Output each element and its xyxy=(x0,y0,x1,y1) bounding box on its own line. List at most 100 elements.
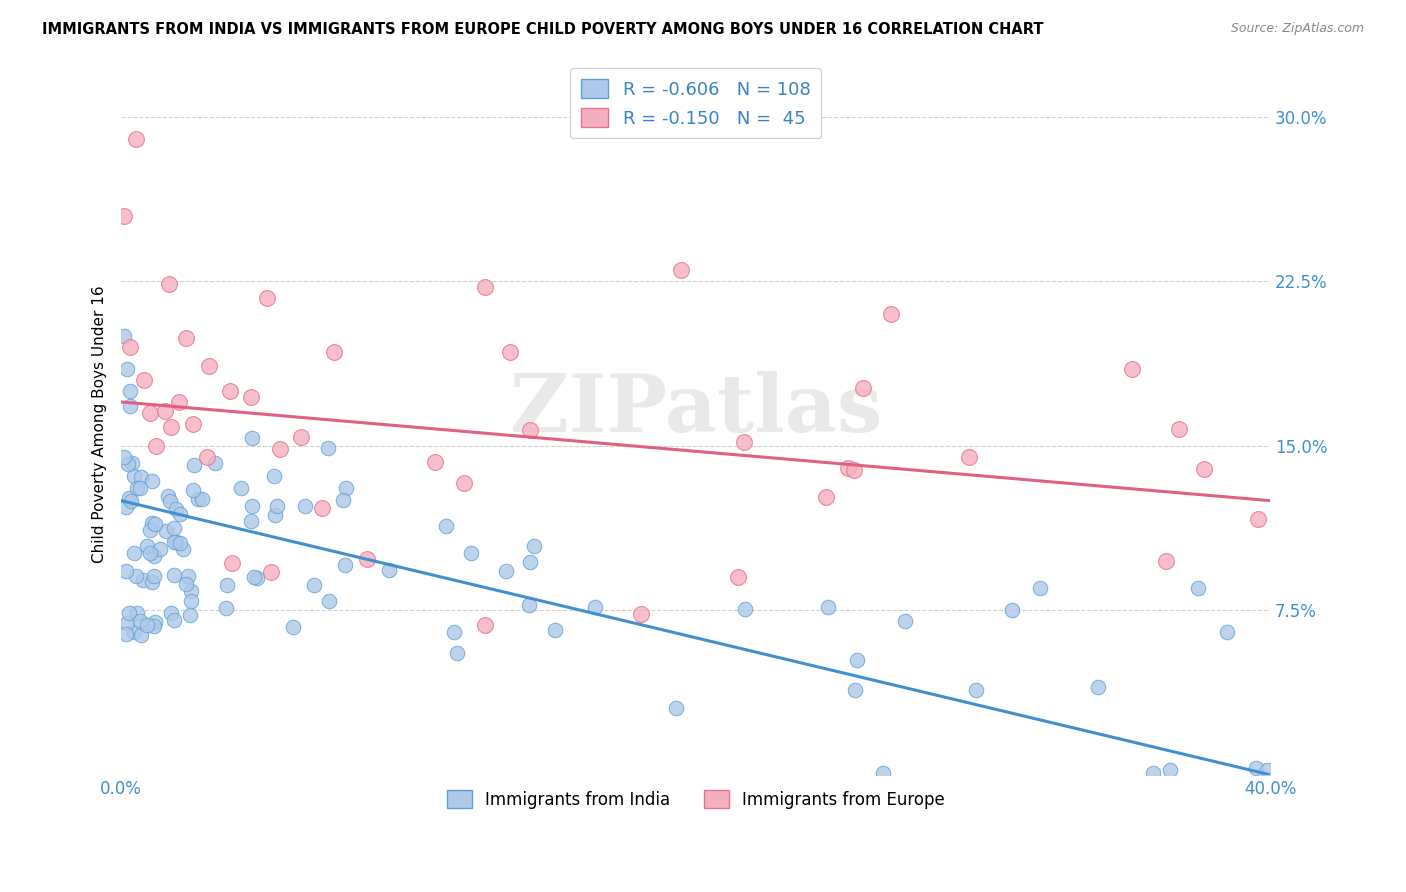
Point xyxy=(187,492,209,507)
Point xyxy=(124,625,146,640)
Point xyxy=(264,508,287,522)
Point xyxy=(163,521,186,535)
Point xyxy=(335,481,357,495)
Point xyxy=(1029,582,1052,596)
Point xyxy=(112,450,135,464)
Point xyxy=(160,420,183,434)
Point xyxy=(145,439,167,453)
Point xyxy=(191,492,214,507)
Point xyxy=(460,546,482,560)
Point xyxy=(112,329,135,343)
Point xyxy=(311,500,333,515)
Point xyxy=(266,499,288,513)
Point xyxy=(118,606,141,620)
Point xyxy=(129,481,152,495)
Point xyxy=(733,434,755,449)
Point xyxy=(157,277,180,292)
Point xyxy=(141,575,163,590)
Point xyxy=(149,541,172,556)
Point xyxy=(117,457,139,471)
Point xyxy=(114,500,136,514)
Point xyxy=(1159,764,1181,778)
Point xyxy=(281,620,304,634)
Point xyxy=(176,577,198,591)
Point xyxy=(118,340,141,354)
Point xyxy=(122,468,145,483)
Point xyxy=(256,292,278,306)
Point xyxy=(239,514,262,528)
Point xyxy=(125,569,148,583)
Point xyxy=(124,132,146,146)
Point xyxy=(630,607,652,621)
Point xyxy=(181,417,204,431)
Point xyxy=(240,390,263,404)
Point xyxy=(180,594,202,608)
Point xyxy=(139,406,162,420)
Point xyxy=(333,558,356,572)
Point xyxy=(453,476,475,491)
Point xyxy=(143,517,166,532)
Point xyxy=(197,450,219,464)
Point xyxy=(215,600,238,615)
Point xyxy=(1121,362,1143,376)
Point xyxy=(122,546,145,560)
Point xyxy=(302,578,325,592)
Point xyxy=(1192,462,1215,476)
Point xyxy=(880,307,903,321)
Point xyxy=(135,618,157,632)
Point xyxy=(125,481,148,495)
Point xyxy=(260,565,283,579)
Point xyxy=(141,474,163,488)
Point xyxy=(1247,512,1270,526)
Point xyxy=(141,516,163,531)
Point xyxy=(129,614,152,628)
Point xyxy=(893,614,915,628)
Point xyxy=(269,442,291,457)
Point xyxy=(523,540,546,554)
Point xyxy=(519,423,541,437)
Point xyxy=(134,373,156,387)
Point xyxy=(332,492,354,507)
Point xyxy=(1156,554,1178,568)
Point xyxy=(671,263,693,277)
Point xyxy=(443,624,465,639)
Point xyxy=(165,502,187,516)
Point xyxy=(815,490,838,504)
Point xyxy=(318,594,340,608)
Point xyxy=(845,653,868,667)
Point xyxy=(727,570,749,584)
Point xyxy=(115,616,138,631)
Point xyxy=(240,431,263,445)
Point xyxy=(118,491,141,506)
Point xyxy=(378,563,401,577)
Point xyxy=(167,395,190,409)
Point xyxy=(434,519,457,533)
Point xyxy=(172,542,194,557)
Point xyxy=(129,628,152,642)
Point xyxy=(160,606,183,620)
Point xyxy=(136,539,159,553)
Point xyxy=(139,523,162,537)
Point xyxy=(246,570,269,584)
Point xyxy=(112,209,135,223)
Point xyxy=(174,330,197,344)
Point xyxy=(1142,765,1164,780)
Point xyxy=(177,568,200,582)
Point xyxy=(322,345,344,359)
Point xyxy=(290,430,312,444)
Point xyxy=(316,441,339,455)
Point xyxy=(263,469,285,483)
Point xyxy=(163,535,186,549)
Point xyxy=(118,400,141,414)
Point xyxy=(181,483,204,498)
Point xyxy=(169,507,191,521)
Point xyxy=(169,536,191,550)
Point xyxy=(957,450,980,464)
Legend: Immigrants from India, Immigrants from Europe: Immigrants from India, Immigrants from E… xyxy=(440,783,952,815)
Point xyxy=(132,574,155,588)
Point xyxy=(852,381,875,395)
Point xyxy=(1216,625,1239,640)
Point xyxy=(1256,764,1278,778)
Point xyxy=(215,577,238,591)
Point xyxy=(163,567,186,582)
